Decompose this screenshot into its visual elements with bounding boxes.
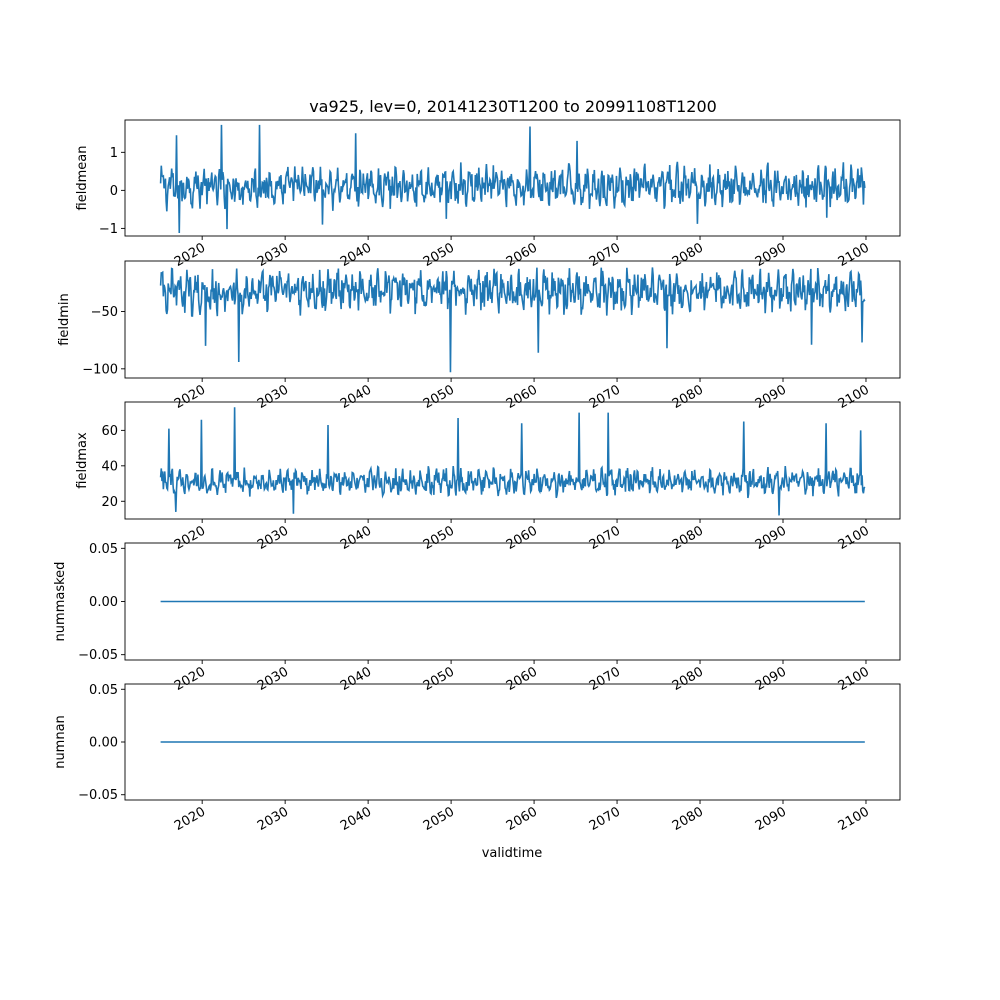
x-tick-label-fieldmin: 2060 <box>504 382 540 412</box>
x-tick-label-numnan: 2100 <box>836 804 872 834</box>
x-tick-label-fieldmin: 2040 <box>338 382 374 412</box>
x-tick-label-fieldmax: 2040 <box>338 523 374 553</box>
x-tick-label-fieldmean: 2060 <box>504 240 540 270</box>
x-tick-label-numnan: 2090 <box>753 804 789 834</box>
x-tick-label-fieldmean: 2050 <box>421 240 457 270</box>
x-tick-label-numnan: 2070 <box>587 804 623 834</box>
x-tick-label-fieldmax: 2070 <box>587 523 623 553</box>
y-tick-label-nummasked: −0.05 <box>78 648 118 663</box>
y-axis-label-fieldmax: fieldmax <box>75 432 90 489</box>
y-axis-label-fieldmin: fieldmin <box>57 293 72 346</box>
x-tick-label-fieldmax: 2080 <box>670 523 706 553</box>
x-tick-label-nummasked: 2050 <box>421 664 457 694</box>
figure-title: va925, lev=0, 20141230T1200 to 20991108T… <box>309 97 717 116</box>
x-tick-label-fieldmax: 2050 <box>421 523 457 553</box>
axes-frame-fieldmax <box>124 401 901 520</box>
series-line-fieldmax <box>159 407 866 516</box>
y-tick-label-fieldmean: −1 <box>99 222 118 237</box>
x-tick-label-nummasked: 2070 <box>587 664 623 694</box>
x-tick-label-fieldmin: 2020 <box>172 382 208 412</box>
x-tick-label-fieldmin: 2100 <box>836 382 872 412</box>
y-tick-label-numnan: 0.05 <box>89 683 118 698</box>
x-tick-label-numnan: 2040 <box>338 804 374 834</box>
y-tick-label-fieldmax: 20 <box>101 495 118 510</box>
x-tick-label-fieldmax: 2020 <box>172 523 208 553</box>
x-tick-label-fieldmin: 2050 <box>421 382 457 412</box>
x-tick-label-numnan: 2060 <box>504 804 540 834</box>
x-tick-label-numnan: 2050 <box>421 804 457 834</box>
x-tick-label-fieldmean: 2020 <box>172 240 208 270</box>
series-line-fieldmin <box>159 267 866 373</box>
x-tick-label-fieldmin: 2090 <box>753 382 789 412</box>
x-tick-label-fieldmin: 2030 <box>255 382 291 412</box>
x-tick-label-nummasked: 2040 <box>338 664 374 694</box>
x-tick-label-fieldmean: 2080 <box>670 240 706 270</box>
y-axis-label-nummasked: nummasked <box>53 562 68 642</box>
x-tick-label-fieldmax: 2090 <box>753 523 789 553</box>
x-tick-label-fieldmean: 2100 <box>836 240 872 270</box>
y-axis-label-numnan: numnan <box>53 715 68 769</box>
y-tick-label-nummasked: 0.05 <box>89 542 118 557</box>
x-tick-label-fieldmean: 2070 <box>587 240 623 270</box>
x-tick-label-nummasked: 2100 <box>836 664 872 694</box>
x-tick-label-numnan: 2080 <box>670 804 706 834</box>
x-tick-label-nummasked: 2090 <box>753 664 789 694</box>
x-tick-label-fieldmax: 2100 <box>836 523 872 553</box>
y-tick-label-numnan: −0.05 <box>78 788 118 803</box>
x-tick-label-nummasked: 2080 <box>670 664 706 694</box>
y-axis-label-fieldmean: fieldmean <box>75 146 90 211</box>
y-tick-label-fieldmax: 60 <box>101 424 118 439</box>
x-tick-label-nummasked: 2020 <box>172 664 208 694</box>
x-tick-label-fieldmean: 2090 <box>753 240 789 270</box>
x-tick-label-fieldmean: 2030 <box>255 240 291 270</box>
y-tick-label-fieldmean: 0 <box>110 184 118 199</box>
x-tick-label-fieldmin: 2070 <box>587 382 623 412</box>
x-tick-label-numnan: 2030 <box>255 804 291 834</box>
x-tick-label-fieldmean: 2040 <box>338 240 374 270</box>
y-tick-label-fieldmean: 1 <box>110 146 118 161</box>
x-tick-label-fieldmax: 2030 <box>255 523 291 553</box>
x-tick-label-nummasked: 2030 <box>255 664 291 694</box>
axes-frame-fieldmin <box>124 260 901 379</box>
y-tick-label-numnan: 0.00 <box>89 736 118 751</box>
x-tick-label-numnan: 2020 <box>172 804 208 834</box>
x-axis-label: validtime <box>482 846 543 861</box>
y-tick-label-fieldmax: 40 <box>101 459 118 474</box>
x-tick-label-nummasked: 2060 <box>504 664 540 694</box>
x-tick-label-fieldmin: 2080 <box>670 382 706 412</box>
y-tick-label-fieldmin: −50 <box>91 305 118 320</box>
x-tick-label-fieldmax: 2060 <box>504 523 540 553</box>
axes-frame-fieldmean <box>124 119 901 237</box>
y-tick-label-fieldmin: −100 <box>82 362 118 377</box>
y-tick-label-nummasked: 0.00 <box>89 595 118 610</box>
series-line-fieldmean <box>159 124 866 233</box>
